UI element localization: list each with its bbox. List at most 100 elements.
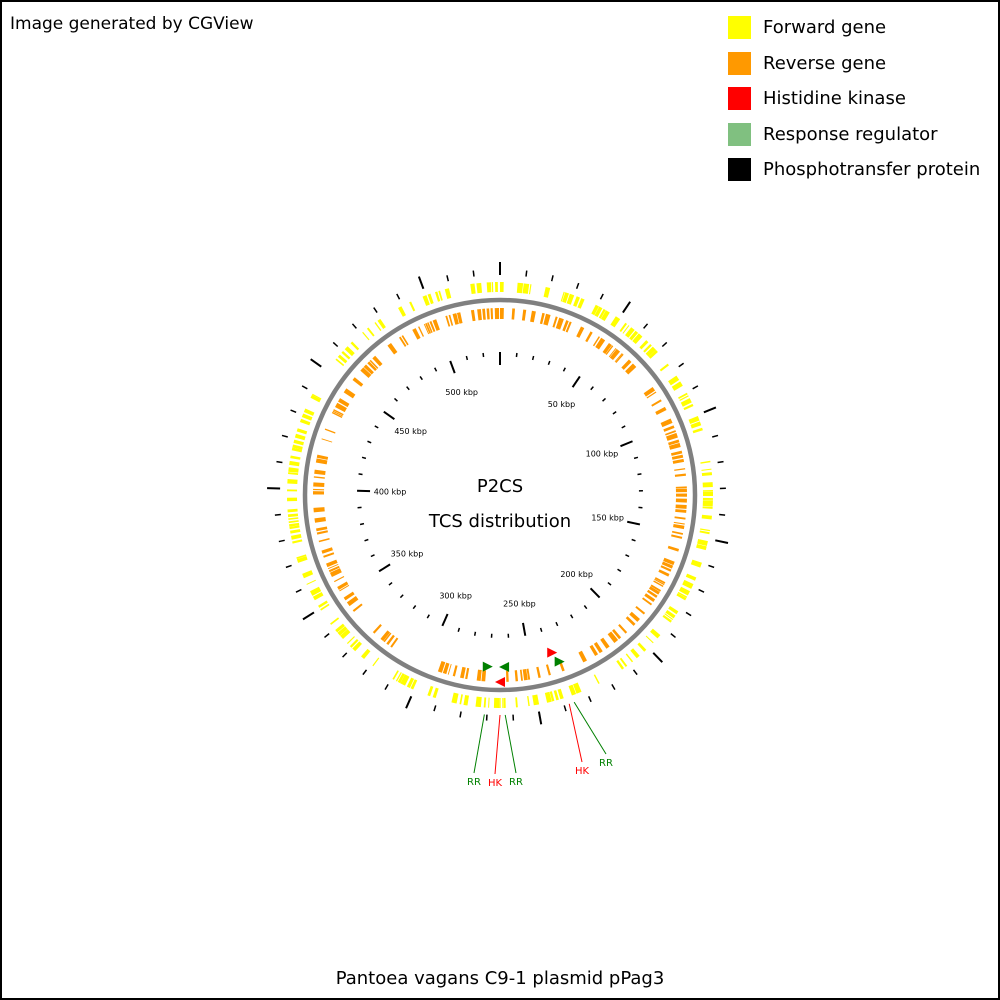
inner-tick <box>400 595 403 598</box>
forward-gene <box>594 674 600 684</box>
forward-gene <box>398 306 406 317</box>
outer-tick <box>333 342 337 346</box>
feature-label-hk: HK <box>488 778 503 789</box>
inner-tick <box>375 426 379 428</box>
forward-gene <box>290 529 300 534</box>
reverse-gene <box>326 560 338 568</box>
outer-tick <box>693 386 698 389</box>
forward-gene <box>682 580 693 589</box>
forward-gene <box>515 697 518 707</box>
tick-label-100kbp: 100 kbp <box>586 450 619 459</box>
forward-gene <box>619 323 627 332</box>
forward-gene <box>306 580 316 585</box>
inner-tick <box>466 356 467 360</box>
reverse-gene <box>313 482 324 487</box>
reverse-gene <box>321 547 332 553</box>
outer-tick <box>699 590 704 593</box>
forward-gene <box>475 697 481 707</box>
forward-gene <box>703 499 713 501</box>
reverse-gene <box>512 308 515 319</box>
reverse-gene <box>672 455 683 460</box>
forward-gene <box>504 698 506 708</box>
outer-tick <box>447 275 448 281</box>
forward-gene <box>523 283 530 294</box>
inner-tick <box>637 474 641 475</box>
inner-tick <box>608 583 611 586</box>
outer-tick <box>276 462 282 463</box>
reverse-gene <box>471 310 476 321</box>
reverse-gene <box>313 489 324 490</box>
outer-tick <box>662 342 666 346</box>
reverse-gene <box>618 624 627 634</box>
outer-tick <box>363 670 367 675</box>
histidine-kinase-marker <box>547 648 557 658</box>
outer-tick <box>473 271 474 277</box>
reverse-gene <box>325 429 336 434</box>
inner-tick <box>379 564 390 571</box>
response-regulator-marker <box>483 662 493 672</box>
outer-tick <box>385 684 388 689</box>
reverse-gene <box>353 603 363 611</box>
outer-tick <box>704 407 716 412</box>
feature-label-rr: RR <box>509 777 523 788</box>
reverse-gene <box>546 664 551 675</box>
reverse-gene <box>673 524 684 529</box>
forward-gene <box>693 428 703 434</box>
reverse-gene <box>522 309 526 320</box>
forward-gene <box>293 440 304 446</box>
forward-gene <box>660 364 669 372</box>
reverse-gene <box>314 517 325 523</box>
reverse-gene <box>353 377 364 387</box>
outer-tick <box>406 696 411 708</box>
reverse-gene <box>671 534 682 539</box>
outer-tick <box>374 308 377 313</box>
reverse-gene <box>453 665 458 676</box>
reverse-gene <box>674 468 685 471</box>
inner-tick <box>634 457 638 458</box>
outer-tick <box>552 275 553 281</box>
inner-tick <box>407 387 410 390</box>
feature-label-hk: HK <box>575 766 590 777</box>
inner-tick <box>632 540 636 541</box>
forward-gene <box>287 498 297 502</box>
inner-tick <box>458 628 459 632</box>
reverse-gene <box>477 670 482 681</box>
reverse-gene <box>675 474 686 477</box>
tick-label-200kbp: 200 kbp <box>560 570 593 579</box>
reverse-gene <box>661 418 673 427</box>
forward-gene <box>487 282 492 292</box>
feature-label-leader <box>495 715 500 774</box>
outer-tick <box>633 670 637 675</box>
outer-tick <box>291 410 297 412</box>
outer-tick <box>718 462 724 463</box>
outer-tick <box>526 271 527 277</box>
forward-gene <box>703 506 713 509</box>
forward-gene <box>470 284 475 294</box>
forward-gene <box>451 693 458 704</box>
reverse-gene <box>600 638 609 649</box>
reverse-gene <box>576 326 584 337</box>
forward-gene <box>703 498 713 499</box>
reverse-gene <box>668 546 679 552</box>
reverse-gene <box>536 667 541 678</box>
reverse-gene <box>676 499 687 503</box>
feature-label-rr: RR <box>599 758 613 769</box>
outer-tick <box>671 634 676 638</box>
inner-tick <box>367 441 371 443</box>
forward-gene <box>494 698 499 708</box>
outer-tick <box>303 612 314 619</box>
inner-tick <box>563 368 565 372</box>
inner-tick <box>533 356 534 360</box>
forward-gene <box>289 461 299 466</box>
inner-tick <box>622 426 626 428</box>
reverse-gene <box>635 606 645 615</box>
forward-gene <box>351 342 360 351</box>
reverse-gene <box>676 486 687 488</box>
outer-tick <box>325 634 330 638</box>
forward-gene <box>626 654 633 663</box>
reverse-gene <box>556 318 564 330</box>
inner-tick <box>541 628 542 632</box>
forward-gene <box>476 283 482 293</box>
tick-label-250kbp: 250 kbp <box>503 599 536 608</box>
reverse-gene <box>412 328 420 339</box>
